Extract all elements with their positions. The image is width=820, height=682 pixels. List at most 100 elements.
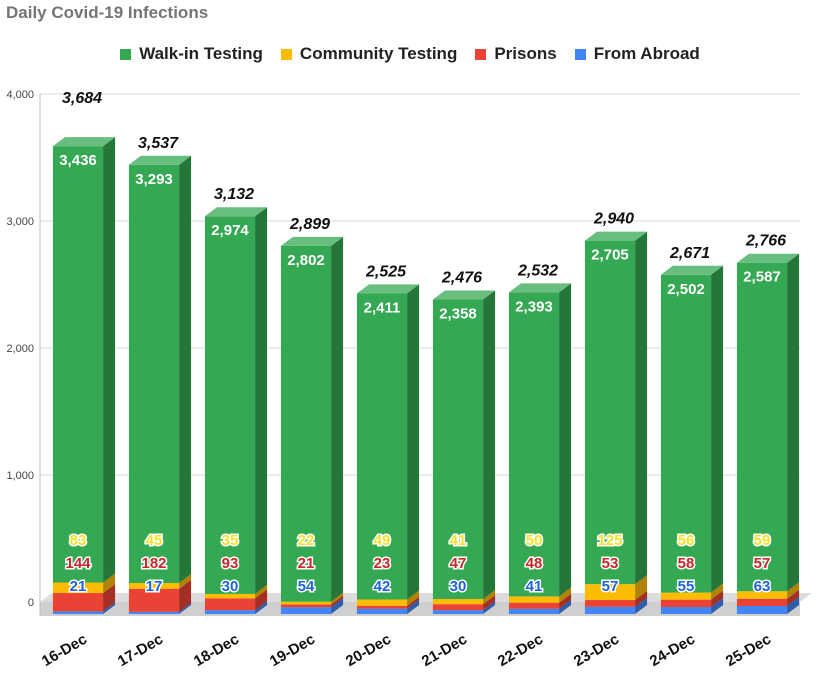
data-label-community: 59 xyxy=(754,532,771,549)
bar-segment-side xyxy=(787,596,800,614)
legend-label: Community Testing xyxy=(299,44,458,63)
bar-segment xyxy=(128,164,180,584)
bar-segment-side xyxy=(331,236,344,602)
bar-top xyxy=(584,231,648,241)
data-label-community: 83 xyxy=(70,532,87,549)
data-label-community: 22 xyxy=(298,532,315,549)
x-tick-label: 24-Dec xyxy=(647,631,698,670)
data-label-community: 50 xyxy=(526,532,543,549)
bar-top xyxy=(280,236,344,246)
data-label-abroad: 21 xyxy=(70,578,87,595)
data-label-community: 49 xyxy=(374,532,391,549)
bar-segment-side xyxy=(255,589,268,611)
bar-segment-side xyxy=(407,596,420,609)
bar-segment xyxy=(128,583,180,589)
legend-swatch xyxy=(574,48,586,60)
data-label-community: 41 xyxy=(450,532,467,549)
bar-top xyxy=(432,290,496,300)
data-label-walk-in: 2,802 xyxy=(287,252,325,269)
bar-top xyxy=(204,207,268,217)
x-tick-label: 20-Dec xyxy=(343,631,394,670)
bar-segment xyxy=(508,602,560,609)
x-tick-label: 22-Dec xyxy=(495,631,546,670)
data-label-total: 3,684 xyxy=(62,90,102,107)
bar-segment-side xyxy=(559,599,572,614)
legend: Walk-in Testing Community Testing Prisons F… xyxy=(0,44,820,64)
x-tick-label: 25-Dec xyxy=(723,631,774,670)
bar-segment-side xyxy=(255,207,268,594)
data-label-community: 125 xyxy=(597,532,622,549)
data-label-walk-in: 2,502 xyxy=(667,281,705,298)
bar-segment xyxy=(432,599,484,605)
data-label-abroad: 17 xyxy=(146,578,163,595)
bar-segment-side xyxy=(559,593,572,609)
bar-segment xyxy=(432,604,484,611)
bar-segment xyxy=(280,604,332,608)
data-label-prisons: 58 xyxy=(678,555,695,572)
x-tick-label: 16-Dec xyxy=(39,631,90,670)
bar-segment-side xyxy=(255,584,268,599)
bar-segment xyxy=(204,598,256,611)
chart-title: Daily Covid-19 Infections xyxy=(6,3,209,22)
bar-segment-side xyxy=(711,598,724,614)
bar-segment xyxy=(52,611,104,614)
data-label-prisons: 57 xyxy=(754,555,771,572)
y-tick-label: 1,000 xyxy=(6,470,34,482)
y-tick-label: 4,000 xyxy=(6,89,34,101)
bar-segment-side xyxy=(103,137,116,583)
bar-segment xyxy=(128,588,180,612)
bar-segment xyxy=(508,608,560,614)
data-label-prisons: 182 xyxy=(141,555,166,572)
data-label-abroad: 30 xyxy=(450,578,467,595)
legend-label: Walk-in Testing xyxy=(139,44,263,63)
legend-item: Walk-in Testing xyxy=(120,44,263,64)
y-tick-label: 0 xyxy=(28,597,34,609)
bar-segment-side xyxy=(331,595,344,608)
bar-segment-side xyxy=(179,579,192,612)
bar-segment-side xyxy=(331,598,344,614)
data-label-community: 56 xyxy=(678,532,695,549)
bar-segment-side xyxy=(179,155,192,584)
bar-top xyxy=(52,137,116,147)
bar-segment-side xyxy=(407,284,420,600)
data-label-prisons: 23 xyxy=(374,555,391,572)
bar-segment-side xyxy=(179,574,192,589)
bar-segment xyxy=(432,610,484,614)
bar-segment xyxy=(584,600,636,607)
legend-swatch xyxy=(280,48,292,60)
bar-segment xyxy=(736,262,788,592)
bar-segment xyxy=(52,593,104,612)
bar-segment xyxy=(660,599,712,608)
legend-swatch xyxy=(475,48,487,60)
data-label-total: 2,532 xyxy=(517,262,558,279)
data-label-walk-in: 2,358 xyxy=(439,306,477,323)
bar-segment-side xyxy=(787,582,800,599)
bar-segment xyxy=(432,299,484,600)
data-label-walk-in: 2,411 xyxy=(364,299,401,316)
data-label-prisons: 47 xyxy=(450,555,467,572)
legend-swatch xyxy=(120,48,132,60)
bar-segment xyxy=(736,591,788,599)
bar-top xyxy=(736,253,800,263)
bar-segment xyxy=(508,596,560,603)
legend-label: Prisons xyxy=(494,44,557,63)
bar-segment-side xyxy=(635,591,648,607)
bar-segment-side xyxy=(711,265,724,593)
data-label-prisons: 93 xyxy=(222,555,239,572)
bar-segment-side xyxy=(635,597,648,614)
data-label-prisons: 144 xyxy=(65,555,91,572)
bar-segment xyxy=(356,608,408,614)
bar-segment xyxy=(584,584,636,601)
bar-segment-side xyxy=(559,283,572,597)
bar-segment-side xyxy=(179,602,192,614)
data-label-walk-in: 3,436 xyxy=(59,152,97,169)
data-label-total: 3,132 xyxy=(214,186,254,203)
data-label-abroad: 54 xyxy=(298,578,315,595)
data-label-community: 45 xyxy=(146,532,163,549)
bar-segment xyxy=(356,605,408,609)
x-tick-label: 23-Dec xyxy=(571,631,622,670)
data-label-abroad: 57 xyxy=(602,578,619,595)
data-label-total: 2,899 xyxy=(289,216,330,233)
bar-segment xyxy=(52,582,104,594)
data-label-walk-in: 2,974 xyxy=(211,222,249,239)
